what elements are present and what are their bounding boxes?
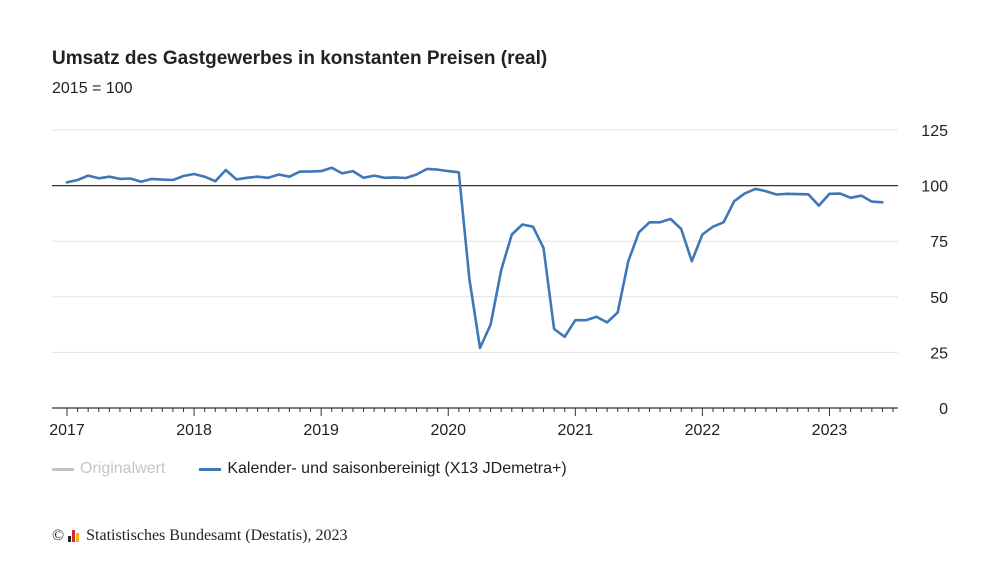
x-tick-label: 2017 bbox=[49, 422, 85, 439]
y-tick-label: 25 bbox=[930, 345, 948, 362]
legend-item-adjusted[interactable]: Kalender- und saisonbereinigt (X13 JDeme… bbox=[199, 460, 567, 478]
legend-swatch-adjusted bbox=[199, 467, 222, 471]
x-tick-label: 2019 bbox=[303, 422, 339, 439]
x-tick-label: 2018 bbox=[176, 422, 212, 439]
y-axis-tick-labels: 0 25 50 75 100 125 bbox=[921, 123, 948, 418]
chart-subtitle: 2015 = 100 bbox=[52, 80, 133, 97]
destatis-logo-icon bbox=[68, 530, 80, 542]
x-axis: 2017 2018 2019 2020 2021 2022 2023 bbox=[49, 407, 898, 439]
source-footer: © Statistisches Bundesamt (Destatis), 20… bbox=[52, 527, 347, 545]
y-tick-label: 50 bbox=[930, 290, 948, 307]
legend: Originalwert Kalender- und saisonbereini… bbox=[52, 460, 601, 478]
legend-item-originalwert[interactable]: Originalwert bbox=[52, 460, 165, 478]
x-tick-label: 2021 bbox=[558, 422, 594, 439]
copyright-symbol: © bbox=[52, 527, 65, 544]
y-tick-label: 125 bbox=[921, 123, 948, 140]
legend-swatch-originalwert bbox=[52, 467, 74, 471]
x-tick-label: 2023 bbox=[812, 422, 848, 439]
y-tick-label: 75 bbox=[930, 234, 948, 251]
series-line-adjusted bbox=[65, 166, 884, 350]
legend-label-originalwert: Originalwert bbox=[80, 460, 166, 477]
y-tick-label: 100 bbox=[921, 179, 948, 196]
x-tick-label: 2020 bbox=[430, 422, 466, 439]
y-tick-label: 0 bbox=[939, 401, 948, 418]
chart-title: Umsatz des Gastgewerbes in konstanten Pr… bbox=[52, 48, 548, 69]
series-layer bbox=[65, 166, 884, 350]
source-text: Statistisches Bundesamt (Destatis), 2023 bbox=[86, 527, 348, 544]
x-tick-label: 2022 bbox=[685, 422, 721, 439]
legend-label-adjusted: Kalender- und saisonbereinigt (X13 JDeme… bbox=[227, 460, 567, 477]
gridlines bbox=[52, 129, 898, 353]
